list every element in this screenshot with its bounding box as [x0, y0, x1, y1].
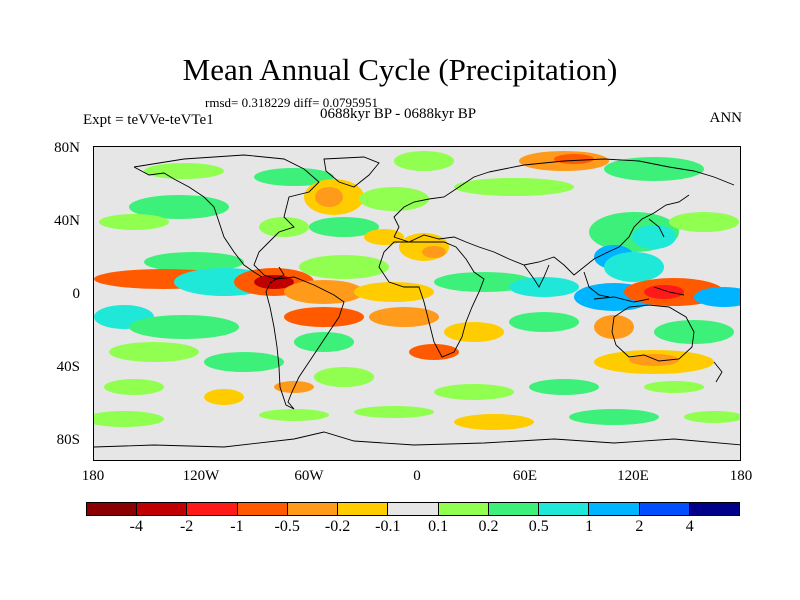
plot-title: Mean Annual Cycle (Precipitation)	[182, 52, 618, 87]
colorbar-box	[338, 503, 389, 515]
colorbar-label: -2	[179, 518, 194, 535]
colorbar-box	[137, 503, 188, 515]
colorbar-box	[87, 503, 138, 515]
colorbar-label: 0.1	[428, 518, 449, 535]
x-tick-label: 60E	[512, 468, 538, 484]
colorbar-box	[237, 503, 288, 515]
colorbar-label: 2	[635, 518, 644, 535]
colorbar-box	[589, 503, 640, 515]
colorbar-label: 0.5	[528, 518, 549, 535]
colorbar-box	[388, 503, 439, 515]
x-tick-label: 120W	[182, 468, 220, 484]
map-canvas	[94, 151, 740, 448]
colorbar-box	[488, 503, 540, 515]
colorbar-box	[287, 503, 339, 515]
colorbar	[86, 502, 740, 516]
y-tick-label: 80S	[56, 432, 80, 448]
colorbar-box	[689, 503, 740, 515]
x-tick-label: 180	[81, 468, 105, 484]
colorbar-box	[187, 503, 238, 515]
x-tick-label: 180	[729, 468, 753, 484]
colorbar-label: -0.1	[375, 518, 401, 535]
experiment-label: Expt = teVVe-teVTe1	[83, 112, 214, 128]
y-tick-label: 40S	[56, 359, 80, 375]
period-label: 0688kyr BP - 0688kyr BP	[320, 106, 477, 122]
colorbar-label: 4	[685, 518, 694, 535]
coastlines	[94, 154, 740, 448]
colorbar-label: -4	[129, 518, 143, 535]
anomaly-field	[94, 151, 740, 430]
colorbar-box	[539, 503, 590, 515]
y-tick-label: 0	[72, 286, 81, 302]
colorbar-label: -0.2	[324, 518, 351, 535]
colorbar-label: 1	[585, 518, 594, 535]
colorbar-box	[639, 503, 690, 515]
y-tick-label: 80N	[54, 140, 80, 156]
rmsd-diff-label: rmsd= 0.318229 diff= 0.0795951	[205, 95, 378, 110]
season-label: ANN	[709, 110, 743, 126]
colorbar-box	[438, 503, 489, 515]
x-tick-label: 120E	[617, 468, 649, 484]
colorbar-label: -1	[230, 518, 244, 535]
x-tick-label: 0	[413, 468, 421, 484]
colorbar-label: 0.2	[478, 518, 499, 535]
precipitation-map	[93, 146, 741, 461]
x-tick-label: 60W	[294, 468, 324, 484]
y-tick-label: 40N	[54, 213, 80, 229]
colorbar-label: -0.5	[274, 518, 300, 535]
